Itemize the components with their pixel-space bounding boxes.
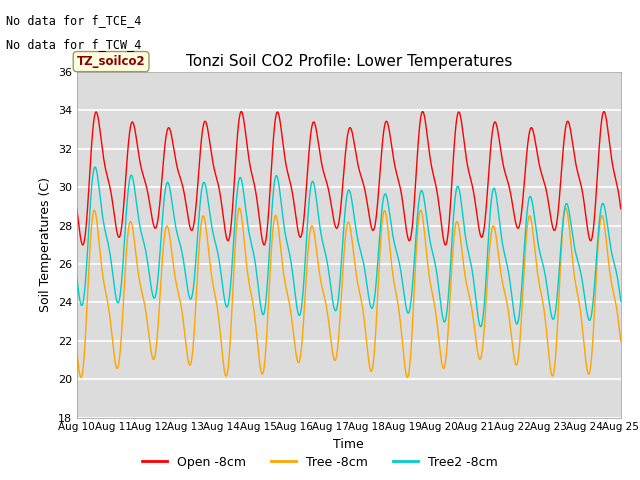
Tree -8cm: [181, 332, 189, 338]
Tree2 -8cm: [255, 290, 263, 296]
Open -8cm: [553, 219, 561, 225]
Line: Tree2 -8cm: Tree2 -8cm: [77, 167, 621, 326]
Open -8cm: [255, 216, 263, 222]
Tree -8cm: [505, 312, 513, 318]
Tree2 -8cm: [434, 275, 442, 281]
Open -8cm: [237, 108, 245, 114]
Tree2 -8cm: [505, 272, 513, 277]
Tree -8cm: [77, 374, 84, 380]
Y-axis label: Soil Temperatures (C): Soil Temperatures (C): [39, 177, 52, 312]
Tree -8cm: [255, 358, 263, 363]
Tree2 -8cm: [73, 274, 81, 280]
Tree -8cm: [73, 348, 81, 353]
Open -8cm: [434, 194, 442, 200]
Tree -8cm: [434, 327, 442, 333]
Tree2 -8cm: [181, 267, 189, 273]
Open -8cm: [505, 183, 513, 189]
Tree2 -8cm: [617, 299, 625, 304]
Open -8cm: [73, 206, 81, 212]
Tree2 -8cm: [195, 225, 202, 231]
Tree -8cm: [236, 205, 243, 211]
Tree2 -8cm: [91, 164, 99, 170]
Tree2 -8cm: [553, 296, 561, 302]
Text: No data for f_TCW_4: No data for f_TCW_4: [6, 38, 142, 51]
Legend: Open -8cm, Tree -8cm, Tree2 -8cm: Open -8cm, Tree -8cm, Tree2 -8cm: [137, 451, 503, 474]
Text: No data for f_TCE_4: No data for f_TCE_4: [6, 14, 142, 27]
Line: Open -8cm: Open -8cm: [77, 111, 621, 245]
Open -8cm: [617, 206, 625, 212]
X-axis label: Time: Time: [333, 438, 364, 451]
Line: Tree -8cm: Tree -8cm: [77, 208, 621, 377]
Title: Tonzi Soil CO2 Profile: Lower Temperatures: Tonzi Soil CO2 Profile: Lower Temperatur…: [186, 54, 512, 70]
Open -8cm: [195, 177, 202, 182]
Tree2 -8cm: [477, 324, 484, 329]
Text: TZ_soilco2: TZ_soilco2: [77, 55, 145, 68]
Tree -8cm: [617, 338, 625, 344]
Open -8cm: [181, 194, 189, 200]
Open -8cm: [79, 242, 86, 248]
Tree -8cm: [553, 333, 561, 339]
Tree -8cm: [195, 260, 202, 266]
